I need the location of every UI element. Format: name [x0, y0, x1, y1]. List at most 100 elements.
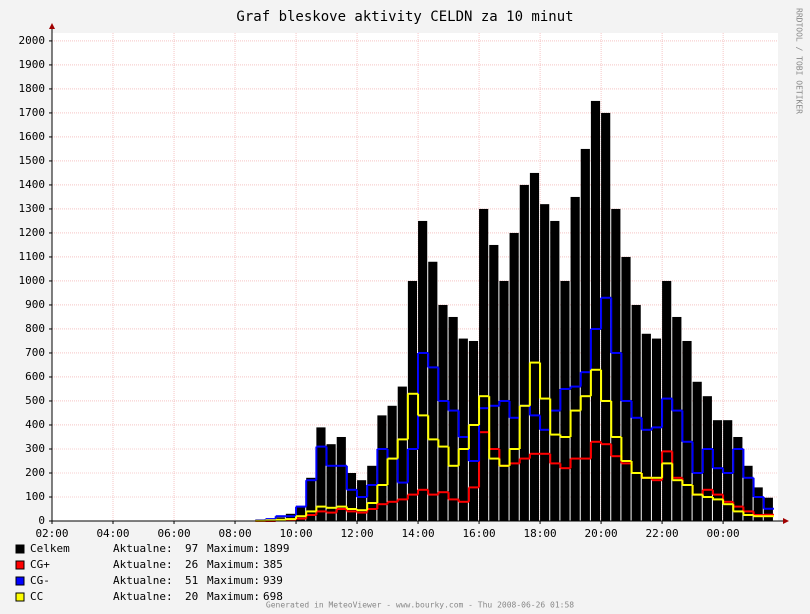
bar	[540, 204, 550, 521]
legend-current: 97	[185, 542, 198, 555]
bar	[712, 420, 723, 521]
bar	[550, 220, 560, 521]
bar	[377, 415, 387, 521]
y-tick-label: 800	[25, 322, 45, 335]
bar	[601, 112, 611, 521]
legend-max-label: Maximum:	[207, 542, 260, 555]
x-tick-label: 00:00	[707, 527, 740, 540]
legend-swatch	[15, 592, 25, 602]
bar	[428, 261, 438, 521]
y-tick-label: 1200	[19, 226, 46, 239]
bar	[336, 436, 346, 521]
x-axis-arrow	[783, 518, 789, 524]
bar	[509, 232, 519, 522]
legend-current-label: Aktualne:	[113, 590, 173, 603]
y-tick-label: 500	[25, 394, 45, 407]
y-tick-label: 100	[25, 490, 45, 503]
axes: 0 100 200 300 400 500 600 700 800 900 1000 1100 1200…	[19, 23, 789, 540]
bar	[529, 172, 540, 522]
bar	[702, 396, 712, 521]
bar	[458, 338, 468, 521]
bar	[346, 472, 357, 521]
y-tick-label: 1600	[19, 130, 46, 143]
bar	[682, 340, 692, 521]
chart-title: Graf bleskove aktivity CELDN za 10 minut	[236, 9, 573, 25]
x-tick-label: 02:00	[35, 527, 68, 540]
bar	[692, 381, 702, 521]
bar	[672, 316, 682, 521]
bar	[753, 487, 763, 521]
x-tick-label: 12:00	[340, 527, 373, 540]
legend-max-label: Maximum:	[207, 574, 260, 587]
bar	[590, 100, 601, 521]
bar	[723, 420, 733, 521]
legend-max-label: Maximum:	[207, 590, 260, 603]
x-tick-label: 14:00	[401, 527, 434, 540]
legend-swatch	[15, 544, 25, 554]
marks	[255, 100, 774, 522]
legend-max: 385	[263, 558, 283, 571]
legend-current-label: Aktualne:	[113, 542, 173, 555]
bar	[306, 477, 316, 521]
bar	[438, 304, 448, 521]
bar	[743, 465, 753, 521]
x-tick-label: 20:00	[585, 527, 618, 540]
bar	[357, 480, 367, 521]
x-tick-label: 06:00	[157, 527, 190, 540]
legend-swatch	[15, 576, 25, 586]
bar	[407, 280, 418, 521]
legend-max: 939	[263, 574, 283, 587]
bar	[326, 444, 336, 521]
bar	[468, 340, 479, 521]
y-tick-label: 1300	[19, 202, 46, 215]
side-note: RRDTOOL / TOBI OETIKER	[795, 8, 804, 114]
x-tick-label: 22:00	[646, 527, 679, 540]
bar	[519, 184, 529, 521]
bar	[367, 465, 377, 521]
y-tick-label: 300	[25, 442, 45, 455]
legend-swatch	[15, 560, 25, 570]
legend-current: 26	[185, 558, 198, 571]
bar	[397, 386, 407, 521]
y-tick-label: 1400	[19, 178, 46, 191]
legend-name: CG+	[30, 558, 50, 571]
legend-name: CC	[30, 590, 43, 603]
legend-max: 1899	[263, 542, 290, 555]
legend-current: 20	[185, 590, 198, 603]
bar	[316, 427, 326, 521]
bar	[621, 256, 631, 521]
y-tick-label: 400	[25, 418, 45, 431]
legend-current-label: Aktualne:	[113, 574, 173, 587]
legend-max: 698	[263, 590, 283, 603]
legend-current-label: Aktualne:	[113, 558, 173, 571]
y-tick-label: 1500	[19, 154, 46, 167]
bar	[479, 208, 489, 521]
legend-name: CG-	[30, 574, 50, 587]
y-tick-label: 900	[25, 298, 45, 311]
y-tick-label: 1000	[19, 274, 46, 287]
bar	[570, 196, 580, 521]
y-tick-label: 1800	[19, 82, 46, 95]
bar	[560, 280, 570, 521]
bar	[641, 333, 651, 521]
legend-max-label: Maximum:	[207, 558, 260, 571]
x-tick-label: 08:00	[218, 527, 251, 540]
y-tick-label: 200	[25, 466, 45, 479]
legend-current: 51	[185, 574, 198, 587]
footer: Generated in MeteoViewer - www.bourky.co…	[266, 601, 574, 610]
bar	[448, 316, 458, 521]
bar	[489, 244, 499, 521]
bar	[285, 513, 296, 521]
y-tick-label: 1900	[19, 58, 46, 71]
bar	[580, 148, 590, 521]
bar	[387, 405, 397, 521]
y-tick-label: 1700	[19, 106, 46, 119]
legend-name: Celkem	[30, 542, 70, 555]
bar	[631, 304, 641, 521]
bar	[418, 220, 428, 521]
x-tick-label: 18:00	[524, 527, 557, 540]
x-tick-label: 10:00	[279, 527, 312, 540]
bar	[651, 338, 662, 521]
